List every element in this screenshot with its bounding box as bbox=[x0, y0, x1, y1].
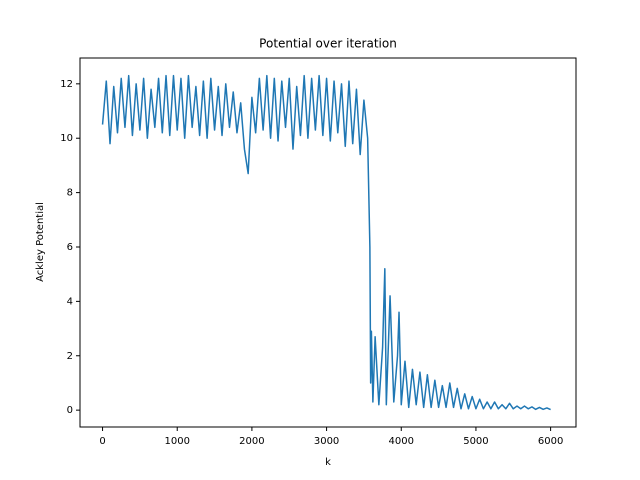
x-tick-label: 3000 bbox=[314, 436, 339, 447]
y-tick-label: 2 bbox=[67, 351, 73, 362]
line-series bbox=[101, 74, 551, 411]
x-tick-label: 6000 bbox=[538, 436, 563, 447]
y-tick-label: 12 bbox=[60, 79, 73, 90]
x-tick-label: 1000 bbox=[165, 436, 190, 447]
y-tick-label: 6 bbox=[67, 242, 73, 253]
y-axis-label: Ackley Potential bbox=[35, 202, 46, 282]
y-tick-label: 0 bbox=[67, 405, 73, 416]
plot-frame bbox=[79, 57, 577, 428]
y-tick-label: 8 bbox=[67, 188, 73, 199]
y-tick-label: 4 bbox=[67, 296, 73, 307]
y-tick-label: 10 bbox=[60, 133, 73, 144]
x-tick-label: 0 bbox=[99, 436, 105, 447]
x-tick-label: 5000 bbox=[463, 436, 488, 447]
x-tick-label: 2000 bbox=[239, 436, 264, 447]
x-axis-label: k bbox=[325, 457, 331, 468]
chart-title: Potential over iteration bbox=[259, 37, 397, 51]
x-tick-label: 4000 bbox=[389, 436, 414, 447]
